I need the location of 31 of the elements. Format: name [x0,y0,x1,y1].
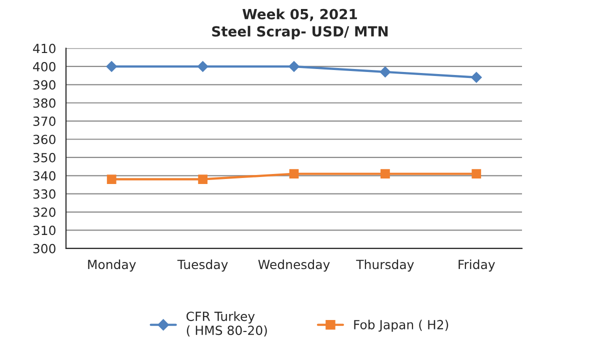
y-tick-label: 400 [33,62,56,72]
y-tick-label: 340 [33,171,56,181]
y-tick-label: 310 [33,226,56,236]
y-tick-label: 370 [33,116,56,126]
chart-title: Week 05, 2021 [242,8,357,22]
point [470,72,482,83]
point [106,174,116,184]
point [106,61,118,72]
x-tick-label: Thursday [356,260,414,272]
y-tick-label: 300 [33,244,56,254]
point [288,61,300,72]
y-tick-label: 320 [33,207,56,217]
y-tick-label: 410 [33,44,56,54]
x-tick-label: Friday [458,260,495,272]
x-tick-label: Tuesday [177,260,228,272]
point [289,169,299,179]
y-tick-label: 390 [33,80,56,90]
y-tick-label: 350 [33,152,56,162]
legend-label: CFR Turkey ( HMS 80-20) [186,311,267,337]
point [198,174,208,184]
x-tick-label: Monday [88,260,136,272]
y-tick-label: 380 [33,98,56,108]
y-tick-label: 330 [33,189,56,199]
chart-subtitle: Steel Scrap- USD/ MTN [212,26,388,40]
legend-label: Fob Japan ( H2) [354,320,448,332]
point [472,169,482,179]
y-tick-label: 360 [33,134,56,144]
point [380,66,391,78]
point [380,169,390,179]
point [197,61,208,72]
x-tick-label: Wednesday [258,260,330,272]
